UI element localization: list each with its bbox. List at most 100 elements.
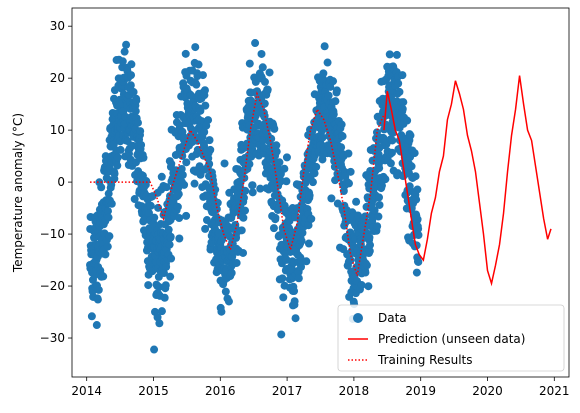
- data-point: [399, 98, 408, 107]
- data-point: [260, 99, 269, 108]
- data-point: [116, 145, 125, 154]
- data-point: [164, 225, 173, 234]
- data-point: [103, 207, 112, 216]
- data-point: [161, 281, 170, 290]
- data-point: [239, 193, 248, 202]
- data-point: [178, 151, 187, 160]
- data-point: [298, 228, 307, 237]
- data-point: [241, 186, 250, 195]
- data-point: [329, 77, 338, 86]
- data-point: [260, 77, 269, 86]
- data-point: [413, 215, 422, 224]
- data-point: [87, 312, 96, 321]
- data-point: [211, 185, 220, 194]
- data-point: [282, 177, 291, 186]
- data-point: [413, 185, 422, 194]
- data-point: [395, 87, 404, 96]
- x-tick-label: 2017: [272, 384, 303, 398]
- data-point: [130, 195, 139, 204]
- data-point: [374, 212, 383, 221]
- data-point: [291, 314, 300, 323]
- data-point: [307, 214, 316, 223]
- data-point: [406, 131, 415, 140]
- y-tick-label: 10: [50, 123, 65, 137]
- data-point: [301, 179, 310, 188]
- data-point: [319, 69, 328, 78]
- data-point: [370, 206, 379, 215]
- y-tick-label: −10: [40, 227, 65, 241]
- data-point: [225, 232, 234, 241]
- data-point: [173, 202, 182, 211]
- data-point: [365, 233, 374, 242]
- data-point: [356, 240, 365, 249]
- data-point: [133, 118, 142, 127]
- data-point: [154, 203, 163, 212]
- data-point: [290, 297, 299, 306]
- data-point: [166, 232, 175, 241]
- data-point: [182, 211, 191, 220]
- training-results-line: [90, 91, 385, 276]
- data-point: [198, 71, 207, 80]
- data-point: [144, 281, 153, 290]
- data-point: [97, 183, 106, 192]
- data-point: [323, 58, 332, 67]
- data-point: [160, 293, 169, 302]
- data-point: [357, 281, 366, 290]
- data-point: [137, 140, 146, 149]
- data-point: [220, 159, 229, 168]
- data-point: [224, 297, 233, 306]
- data-point: [166, 272, 175, 281]
- data-point: [275, 158, 284, 167]
- data-point: [212, 205, 221, 214]
- data-point: [374, 193, 383, 202]
- y-tick-label: 30: [50, 19, 65, 33]
- data-point: [403, 116, 412, 125]
- data-point: [139, 153, 148, 162]
- data-point: [194, 60, 203, 69]
- data-point: [196, 106, 205, 115]
- data-point: [263, 85, 272, 94]
- data-point: [113, 153, 122, 162]
- data-point: [178, 171, 187, 180]
- data-point: [155, 319, 164, 328]
- data-point: [256, 184, 265, 193]
- data-point: [204, 116, 213, 125]
- data-point: [280, 164, 289, 173]
- data-point: [352, 197, 361, 206]
- x-tick-label: 2019: [405, 384, 436, 398]
- data-point: [267, 134, 276, 143]
- data-point: [136, 127, 145, 136]
- data-point: [93, 295, 102, 304]
- data-point: [410, 149, 419, 158]
- data-point: [290, 287, 299, 296]
- data-point: [279, 293, 288, 302]
- prediction-layer: [383, 75, 552, 287]
- x-tick-label: 2016: [205, 384, 236, 398]
- y-tick-label: 0: [57, 175, 65, 189]
- data-point: [245, 59, 254, 68]
- data-point: [375, 200, 384, 209]
- training-results-layer: [90, 91, 385, 276]
- data-point: [107, 199, 116, 208]
- data-point: [304, 221, 313, 230]
- data-point: [146, 201, 155, 210]
- data-point: [394, 79, 403, 88]
- data-point: [248, 188, 257, 197]
- data-point: [332, 86, 341, 95]
- data-point: [92, 321, 101, 330]
- x-tick-label: 2020: [472, 384, 503, 398]
- data-point: [318, 133, 327, 142]
- data-point: [175, 214, 184, 222]
- x-tick-label: 2021: [539, 384, 570, 398]
- data-point: [107, 180, 116, 189]
- data-point: [157, 172, 166, 181]
- data-point: [167, 254, 176, 263]
- data-point: [144, 208, 153, 217]
- data-point: [232, 258, 241, 267]
- data-point: [200, 86, 209, 95]
- x-tick-label: 2018: [339, 384, 370, 398]
- data-point: [388, 136, 397, 145]
- data-point: [240, 173, 249, 182]
- data-point: [165, 240, 174, 249]
- data-point: [201, 101, 210, 110]
